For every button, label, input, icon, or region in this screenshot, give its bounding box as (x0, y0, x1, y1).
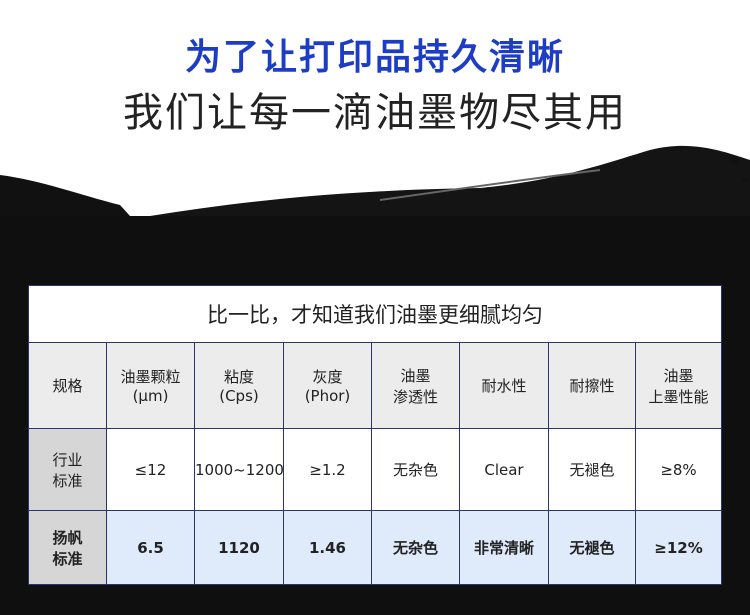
headline-primary: 为了让打印品持久清晰 (184, 37, 565, 78)
ink-splash-graphic (0, 145, 750, 216)
row-cell: 1.46 (283, 510, 372, 585)
row-cell: 6.5 (106, 510, 195, 585)
row-cell: 无杂色 (371, 510, 460, 585)
comparison-table: 比一比，才知道我们油墨更细腻均匀 规格 油墨颗粒 (μm) 粘度 (Cps) 灰度 (… (28, 285, 722, 585)
headline-secondary: 我们让每一滴油墨物尽其用 (123, 90, 627, 136)
row-cell: 无褪色 (548, 510, 636, 585)
row-cell: ≥12% (635, 510, 722, 585)
row-cell: 1120 (194, 510, 284, 585)
row-cell: 非常清晰 (459, 510, 549, 585)
header-cell: 规格 (28, 342, 107, 429)
header-cell: 油墨颗粒 (μm) (106, 342, 195, 429)
row-cell: Clear (459, 428, 549, 511)
hero-banner: 为了让打印品持久清晰 我们让每一滴油墨物尽其用 (0, 0, 750, 216)
header-cell: 油墨 上墨性能 (635, 342, 722, 429)
row-cell: ≥8% (635, 428, 722, 511)
header-cell: 油墨 渗透性 (371, 342, 460, 429)
row-cell: 扬帆 标准 (28, 510, 107, 585)
row-cell: 无杂色 (371, 428, 460, 511)
header-cell: 粘度 (Cps) (194, 342, 284, 429)
header-cell: 耐擦性 (548, 342, 636, 429)
header-cell: 灰度 (Phor) (283, 342, 372, 429)
row-cell: 1000~1200 (194, 428, 284, 511)
row-cell: ≥1.2 (283, 428, 372, 511)
table-header-row: 规格 油墨颗粒 (μm) 粘度 (Cps) 灰度 (Phor) 油墨 渗透性 耐水性 耐擦性… (28, 342, 722, 429)
header-cell: 耐水性 (459, 342, 549, 429)
table-row-industry: 行业 标准 ≤12 1000~1200 ≥1.2 无杂色 Clear 无褪色 ≥8% (28, 428, 722, 511)
row-cell: 无褪色 (548, 428, 636, 511)
table-title: 比一比，才知道我们油墨更细腻均匀 (28, 285, 722, 343)
row-cell: 行业 标准 (28, 428, 107, 511)
row-cell: ≤12 (106, 428, 195, 511)
table-row-yangfan: 扬帆 标准 6.5 1120 1.46 无杂色 非常清晰 无褪色 ≥12% (28, 510, 722, 585)
